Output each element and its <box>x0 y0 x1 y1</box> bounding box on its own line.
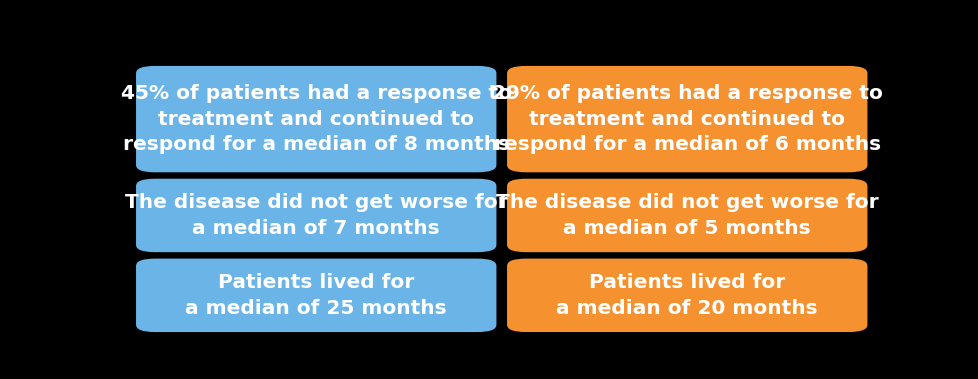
FancyBboxPatch shape <box>507 179 867 252</box>
FancyBboxPatch shape <box>507 258 867 332</box>
Text: Patients lived for
a median of 20 months: Patients lived for a median of 20 months <box>556 273 818 318</box>
FancyBboxPatch shape <box>136 179 496 252</box>
Text: The disease did not get worse for
a median of 7 months: The disease did not get worse for a medi… <box>125 193 507 238</box>
Text: The disease did not get worse for
a median of 5 months: The disease did not get worse for a medi… <box>496 193 877 238</box>
FancyBboxPatch shape <box>136 66 496 172</box>
Text: Patients lived for
a median of 25 months: Patients lived for a median of 25 months <box>185 273 447 318</box>
FancyBboxPatch shape <box>136 258 496 332</box>
Text: 29% of patients had a response to
treatment and continued to
respond for a media: 29% of patients had a response to treatm… <box>491 84 882 154</box>
FancyBboxPatch shape <box>507 66 867 172</box>
Text: 45% of patients had a response to
treatment and continued to
respond for a media: 45% of patients had a response to treatm… <box>120 84 511 154</box>
